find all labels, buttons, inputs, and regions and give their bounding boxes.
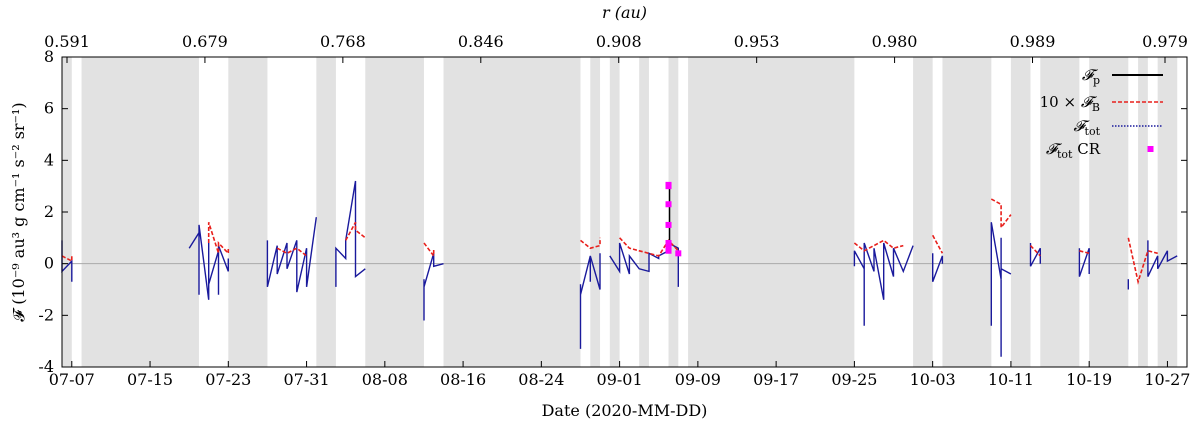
- shaded-interval: [913, 57, 933, 367]
- series-10xFB-segment: [580, 237, 601, 250]
- x-tick-label: 07-15: [127, 370, 173, 389]
- series-10xFB-segment: [931, 234, 944, 254]
- shaded-interval: [365, 57, 424, 367]
- cr-marker: [665, 242, 672, 249]
- shaded-interval: [316, 57, 336, 367]
- shaded-interval: [1089, 57, 1129, 367]
- x-tick-label: 09-17: [753, 370, 799, 389]
- series-10xFB-segment: [1079, 250, 1090, 255]
- shaded-interval: [639, 57, 649, 367]
- shaded-interval: [590, 57, 601, 367]
- x-tick-label: 08-16: [440, 370, 486, 389]
- legend-label: 𝓕tot CR: [1046, 140, 1101, 161]
- series-Ftot-segment: [335, 180, 366, 287]
- cr-markers: [665, 181, 682, 257]
- x-tick-label: 10-27: [1144, 370, 1190, 389]
- axes: -4 -2 0 2 4 6 8 07-07 07-15 07-23 07-31 08-08 08-16 0…: [38, 32, 1190, 389]
- y-tick-label: -2: [38, 305, 54, 324]
- x-tick-label: 07-31: [284, 370, 330, 389]
- x-tick-label: 08-24: [518, 370, 564, 389]
- cr-marker: [665, 201, 672, 208]
- series-Ftot-segment: [266, 217, 317, 293]
- series-10xFB-segment: [1029, 245, 1041, 257]
- shaded-interval: [81, 57, 199, 367]
- y-tick-label: 2: [44, 202, 54, 221]
- top-tick-label: 0.989: [1010, 32, 1056, 51]
- x-tick-label: 09-09: [675, 370, 721, 389]
- series-10xFB-segment: [207, 222, 230, 256]
- series-Ftot-segment: [1078, 247, 1090, 277]
- shaded-interval: [228, 57, 268, 367]
- series-Ftot-segment: [188, 224, 230, 300]
- x-axis-label: Date (2020-MM-DD): [542, 401, 708, 420]
- x-tick-label: 07-23: [205, 370, 251, 389]
- series-Ftot-segment: [579, 253, 601, 349]
- series-Ftot-segment: [932, 253, 944, 283]
- cr-marker: [665, 221, 672, 228]
- shaded-interval: [1157, 57, 1178, 367]
- series-10xFB-segment: [423, 242, 435, 259]
- series-10xFB-segment: [853, 239, 904, 252]
- series-Ftot-segment: [1029, 243, 1042, 267]
- y-tick-label: 6: [44, 99, 54, 118]
- legend-label: 10 × 𝓕B: [1040, 93, 1100, 114]
- shaded-interval: [668, 57, 679, 367]
- top-tick-label: 0.679: [182, 32, 228, 51]
- series-10xFB-segment: [990, 198, 1012, 230]
- x-tick-label: 10-11: [988, 370, 1034, 389]
- top-tick-label: 0.591: [44, 32, 90, 51]
- x-tick-label: 10-19: [1066, 370, 1112, 389]
- series-Ftot-segment: [1147, 240, 1178, 277]
- cr-marker: [665, 247, 672, 254]
- shaded-interval: [1138, 57, 1148, 367]
- x-tick-label: 09-25: [831, 370, 877, 389]
- cr-marker: [665, 181, 672, 188]
- shaded-interval: [1040, 57, 1080, 367]
- x-tick-label: 07-07: [49, 370, 95, 389]
- series-10xFB-segment: [61, 255, 73, 263]
- x-tick-label: 10-03: [910, 370, 956, 389]
- y-tick-label: 0: [44, 254, 54, 273]
- shaded-interval: [1010, 57, 1031, 367]
- series-10xFB-segment: [344, 221, 366, 241]
- cr-marker: [675, 250, 682, 257]
- top-tick-label: 0.979: [1142, 32, 1188, 51]
- shaded-regions: [62, 57, 1178, 367]
- top-axis-label: r (au): [602, 3, 647, 22]
- y-tick-label: 8: [44, 47, 54, 66]
- top-tick-label: 0.980: [872, 32, 918, 51]
- y-tick-label: -4: [38, 357, 54, 376]
- y-axis-label: 𝓕 (10⁻⁹ au³ g cm⁻¹ s⁻² sr⁻¹): [9, 102, 28, 321]
- series-10xFB-segment: [1127, 237, 1158, 285]
- legend-swatch: [1147, 146, 1154, 152]
- y-tick-label: 4: [44, 150, 54, 169]
- x-tick-label: 09-01: [597, 370, 643, 389]
- top-tick-label: 0.953: [734, 32, 780, 51]
- shaded-interval: [688, 57, 855, 367]
- top-tick-label: 0.908: [596, 32, 642, 51]
- top-tick-label: 0.768: [320, 32, 366, 51]
- shaded-interval: [942, 57, 992, 367]
- series-Ftot-segment: [990, 222, 1012, 357]
- shaded-interval: [609, 57, 620, 367]
- series-Ftot-segment: [423, 253, 444, 321]
- series-layer: [61, 180, 1178, 357]
- series-Ftot-segment: [853, 242, 914, 326]
- top-tick-label: 0.846: [458, 32, 504, 51]
- x-tick-label: 08-08: [362, 370, 408, 389]
- shaded-interval: [443, 57, 581, 367]
